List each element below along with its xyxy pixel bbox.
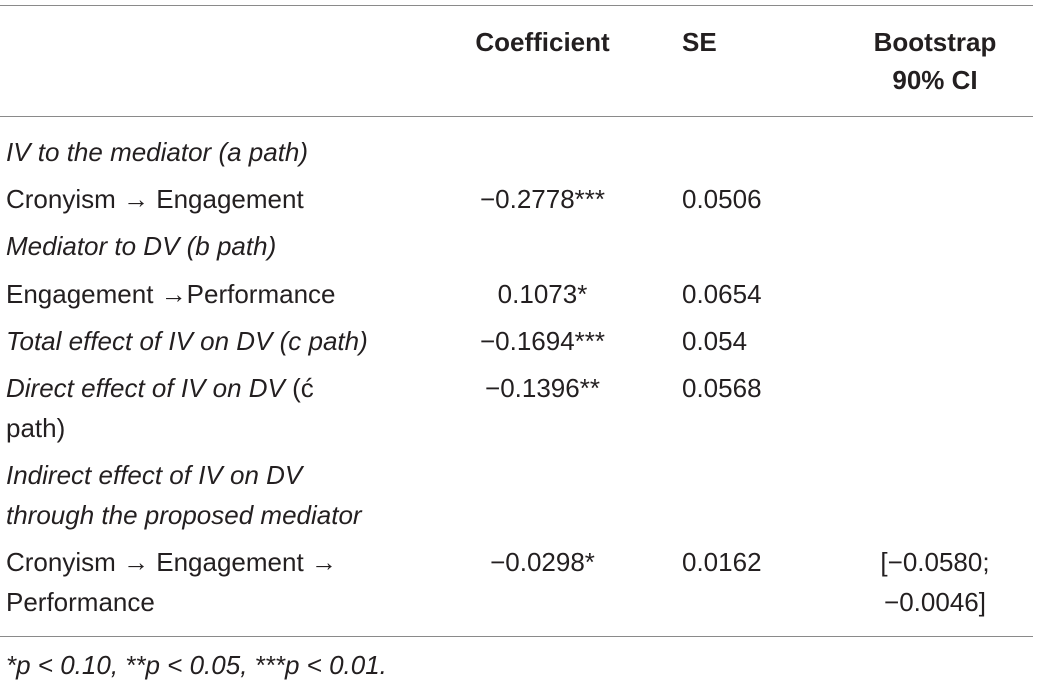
header-ci-line2: 90% CI [892, 65, 978, 95]
direct-effect-label-text: Direct effect of IV on DV [6, 373, 285, 403]
header-se: SE [682, 27, 717, 57]
row-label-total-effect: Total effect of IV on DV (c path) [6, 326, 368, 356]
se-engagement-performance: 0.0654 [682, 279, 762, 309]
table-bottom-rule [0, 636, 1033, 637]
coef-total-effect: −0.1694*** [479, 326, 606, 356]
header-ci-line1: Bootstrap [873, 27, 997, 57]
se-cronyism-engagement: 0.0506 [682, 184, 762, 214]
row-label-a-path: IV to the mediator (a path) [6, 137, 309, 167]
row-label-engagement-performance: Engagement →Performance [6, 279, 336, 309]
coef-engagement-performance: 0.1073* [497, 279, 588, 309]
row-label-direct-effect-line2: path) [6, 413, 66, 443]
row-label-indirect-effect-line1: Indirect effect of IV on DV [6, 460, 303, 490]
header-bottom-rule [0, 116, 1033, 117]
coef-indirect-path: −0.0298* [490, 547, 595, 577]
table-top-rule [0, 5, 1033, 6]
row-label-direct-effect-line1: Direct effect of IV on DV (ć [6, 368, 446, 408]
significance-footnote: *p < 0.10, **p < 0.05, ***p < 0.01. [6, 650, 387, 680]
direct-effect-label-tail: (ć [284, 373, 314, 403]
ci-indirect-path-line1: [−0.0580; [880, 547, 990, 577]
row-label-cronyism-engagement: Cronyism → Engagement [6, 184, 304, 214]
row-label-indirect-path-line1: Cronyism → Engagement → [6, 547, 337, 577]
se-indirect-path: 0.0162 [682, 547, 762, 577]
row-label-indirect-effect-line2: through the proposed mediator [6, 500, 362, 530]
row-label-indirect-path-line2: Performance [6, 587, 155, 617]
header-coefficient: Coefficient [475, 27, 610, 57]
se-total-effect: 0.054 [682, 326, 748, 356]
coef-direct-effect: −0.1396** [485, 373, 600, 403]
row-label-b-path: Mediator to DV (b path) [6, 231, 277, 261]
ci-indirect-path-line2: −0.0046] [884, 587, 986, 617]
coef-cronyism-engagement: −0.2778*** [479, 184, 606, 214]
se-direct-effect: 0.0568 [682, 373, 762, 403]
